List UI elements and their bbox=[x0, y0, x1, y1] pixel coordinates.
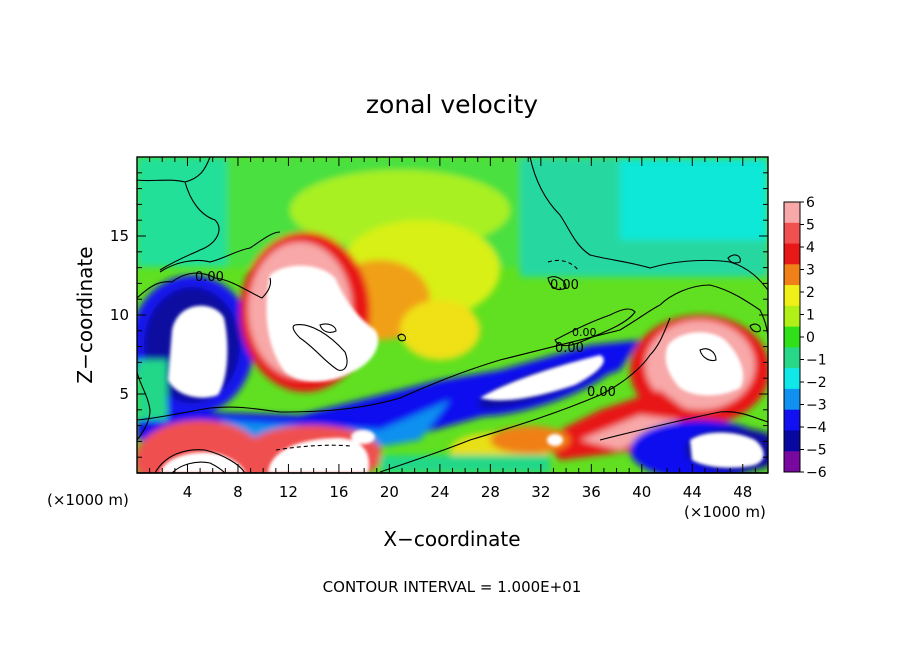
colorbar-label: −1 bbox=[806, 353, 827, 369]
x-tick-label: 24 bbox=[430, 483, 449, 501]
x-tick-label: 48 bbox=[733, 483, 752, 501]
y-axis: 5 10 15 bbox=[110, 172, 768, 458]
colorbar-swatch bbox=[784, 368, 800, 390]
y-tick-label: 10 bbox=[110, 306, 129, 324]
colorbar-swatch bbox=[784, 305, 800, 328]
y-tick-label: 5 bbox=[119, 385, 129, 403]
x-tick-label: 36 bbox=[582, 483, 601, 501]
contour-label: 0.00 bbox=[555, 341, 584, 356]
colorbar-swatch bbox=[784, 347, 800, 369]
colorbar-label: 3 bbox=[806, 263, 815, 279]
x-tick-label: 8 bbox=[233, 483, 243, 501]
y-tick-label: 15 bbox=[110, 227, 129, 245]
x-tick-label: 12 bbox=[279, 483, 298, 501]
colorbar-swatch bbox=[784, 222, 800, 245]
x-tick-label: 20 bbox=[380, 483, 399, 501]
x-axis: 4 8 12 16 20 24 28 32 36 40 44 48 bbox=[137, 157, 768, 501]
x-axis-label: X−coordinate bbox=[383, 527, 520, 551]
x-tick-label: 4 bbox=[183, 483, 193, 501]
colorbar-label: −2 bbox=[806, 375, 827, 391]
contour-label: 0.00 bbox=[587, 385, 616, 400]
colorbar-swatch bbox=[784, 243, 800, 265]
contour-label: 0.00 bbox=[195, 270, 224, 285]
x-tick-label: 44 bbox=[683, 483, 702, 501]
x-unit-right: (×1000 m) bbox=[684, 503, 766, 521]
colorbar-swatch bbox=[784, 430, 800, 452]
colorbar-swatch bbox=[784, 409, 800, 431]
colorbar-label: 6 bbox=[806, 195, 815, 211]
colorbar: 6 5 4 3 2 1 0 −1 −2 −3 −4 −5 −6 bbox=[783, 195, 827, 481]
x-tick-label: 32 bbox=[531, 483, 550, 501]
colorbar-label: −5 bbox=[806, 443, 827, 459]
heatmap-field: 0.00 0.00 0.00 0.00 0.00 bbox=[137, 157, 768, 473]
colorbar-label: −6 bbox=[806, 465, 827, 481]
colorbar-label: 0 bbox=[806, 330, 815, 346]
x-tick-label: 40 bbox=[632, 483, 651, 501]
contour-interval-note: CONTOUR INTERVAL = 1.000E+01 bbox=[323, 578, 582, 596]
contour-label: 0.00 bbox=[572, 326, 597, 339]
y-axis-label: Z−coordinate bbox=[73, 246, 97, 383]
x-tick-label: 16 bbox=[329, 483, 348, 501]
colorbar-label: −3 bbox=[806, 398, 827, 414]
colorbar-swatch bbox=[784, 451, 800, 473]
colorbar-label: 1 bbox=[806, 308, 815, 324]
colorbar-label: −4 bbox=[806, 420, 827, 436]
colorbar-label: 2 bbox=[806, 285, 815, 301]
colorbar-swatch bbox=[784, 202, 800, 224]
chart-title: zonal velocity bbox=[366, 90, 538, 119]
colorbar-swatch bbox=[784, 285, 800, 307]
colorbar-swatch bbox=[784, 388, 800, 411]
colorbar-label: 4 bbox=[806, 240, 815, 256]
x-unit-left: (×1000 m) bbox=[47, 491, 129, 509]
colorbar-swatch bbox=[784, 326, 800, 348]
x-tick-label: 28 bbox=[481, 483, 500, 501]
colorbar-label: 5 bbox=[806, 218, 815, 234]
contour-label: 0.00 bbox=[550, 278, 579, 293]
colorbar-swatch bbox=[784, 264, 800, 286]
